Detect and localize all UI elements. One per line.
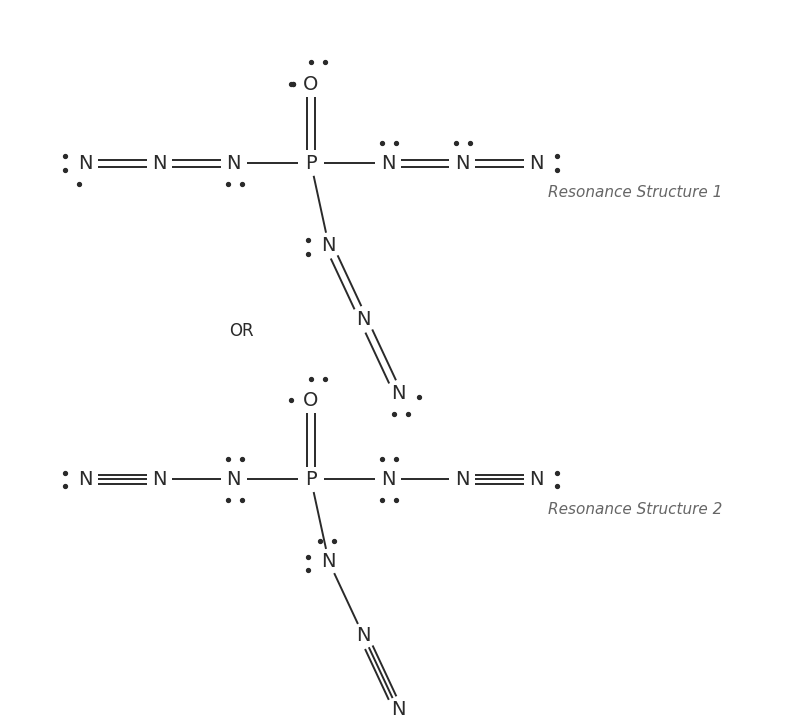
Text: N: N [381,154,395,173]
Text: P: P [305,470,317,489]
Text: N: N [390,384,406,403]
Text: OR: OR [230,322,254,340]
Text: N: N [152,154,166,173]
Text: P: P [305,154,317,173]
Text: Resonance Structure 1: Resonance Structure 1 [549,185,723,200]
Text: N: N [530,470,544,489]
Text: N: N [78,154,93,173]
Text: N: N [390,700,406,719]
Text: N: N [322,236,336,255]
Text: N: N [455,154,470,173]
Text: N: N [78,470,93,489]
Text: N: N [530,154,544,173]
Text: N: N [226,154,241,173]
Text: N: N [152,470,166,489]
Text: N: N [226,470,241,489]
Text: N: N [356,310,370,329]
Text: N: N [455,470,470,489]
Text: O: O [303,75,318,94]
Text: Resonance Structure 2: Resonance Structure 2 [549,502,723,517]
Text: N: N [381,470,395,489]
Text: N: N [356,626,370,645]
Text: O: O [303,391,318,410]
Text: N: N [322,552,336,571]
